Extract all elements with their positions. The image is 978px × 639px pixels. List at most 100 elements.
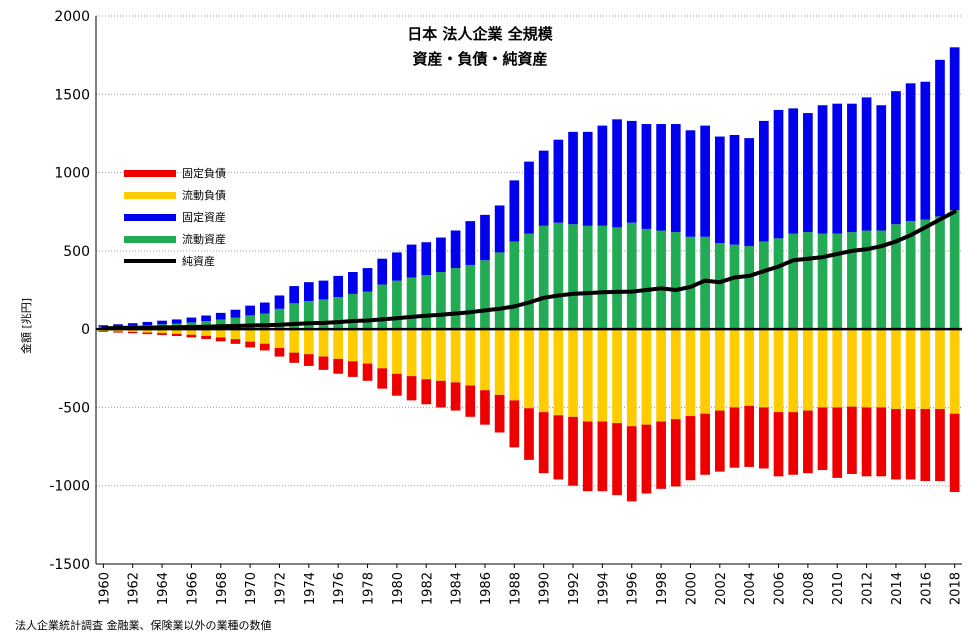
bar-current-liabilities <box>553 329 564 416</box>
bar-fixed-assets <box>348 271 358 294</box>
bar-current-liabilities <box>626 329 637 427</box>
y-tick-label: -1500 <box>49 557 90 573</box>
bar-fixed-assets <box>803 113 813 233</box>
bar-fixed-liabilities <box>465 385 476 417</box>
x-tick-label: 1978 <box>362 572 377 605</box>
bar-fixed-assets <box>847 103 857 233</box>
bar-current-assets <box>524 233 534 330</box>
legend-swatch-net-assets <box>124 259 176 263</box>
x-tick-label: 1972 <box>273 572 288 605</box>
bar-current-liabilities <box>333 329 344 359</box>
legend-label: 固定負債 <box>182 167 226 180</box>
x-tick-label: 2010 <box>831 572 846 605</box>
x-tick-label: 1986 <box>479 572 494 605</box>
bar-fixed-liabilities <box>582 421 593 492</box>
legend-label: 固定資産 <box>182 211 226 224</box>
bar-current-liabilities <box>494 329 505 395</box>
x-tick-label: 1992 <box>567 572 582 605</box>
bar-fixed-assets <box>392 252 402 281</box>
net-assets-line-layer <box>101 209 957 331</box>
bar-fixed-liabilities <box>714 410 725 472</box>
chart-subtitle: 資産・負債・純資産 <box>412 50 548 68</box>
x-tick-label: 1984 <box>450 572 465 605</box>
bar-fixed-liabilities <box>773 412 784 477</box>
legend-item-fixed-assets: 固定資産 <box>124 206 226 228</box>
legend-swatch-fixed-assets <box>124 213 176 221</box>
bar-fixed-assets <box>289 286 299 304</box>
bar-fixed-liabilities <box>817 407 828 471</box>
bar-fixed-liabilities <box>803 410 813 474</box>
bar-fixed-assets <box>377 258 388 285</box>
x-tick-label: 2014 <box>890 572 905 605</box>
bar-fixed-assets <box>832 103 843 234</box>
bar-fixed-liabilities <box>788 412 799 475</box>
bar-fixed-assets <box>127 323 138 326</box>
legend-swatch-current-liabilities <box>124 191 176 199</box>
x-tick-label: 2002 <box>714 572 729 605</box>
bar-current-assets <box>450 268 461 330</box>
bar-current-assets <box>656 230 666 330</box>
bar-current-liabilities <box>656 329 666 422</box>
bar-fixed-assets <box>685 130 696 237</box>
bar-fixed-liabilities <box>362 363 373 381</box>
y-tick-label: 1500 <box>54 87 90 103</box>
bar-current-liabilities <box>905 329 916 409</box>
y-tick-label: -1000 <box>49 479 90 495</box>
bar-fixed-liabilities <box>568 416 578 486</box>
bar-fixed-liabilities <box>626 426 637 502</box>
bar-current-assets <box>538 225 549 330</box>
bar-fixed-liabilities <box>847 406 857 474</box>
bar-fixed-assets <box>245 305 255 316</box>
x-tick-label: 2008 <box>802 572 817 605</box>
bar-fixed-assets <box>215 312 226 320</box>
bar-fixed-assets <box>230 309 241 318</box>
bar-fixed-liabilities <box>333 358 344 374</box>
bar-fixed-liabilities <box>259 343 270 351</box>
bar-current-assets <box>509 241 520 330</box>
bar-current-liabilities <box>245 329 255 342</box>
bar-current-liabilities <box>362 329 373 364</box>
bar-fixed-assets <box>157 320 167 325</box>
bar-current-liabilities <box>582 329 593 422</box>
bar-fixed-assets <box>626 120 637 223</box>
bar-current-assets <box>935 216 945 330</box>
x-tick-labels: 1960 1962 1964 1966 1968 1970 1972 1974 1976 1978… <box>97 564 964 605</box>
bar-fixed-liabilities <box>656 421 666 489</box>
bar-current-liabilities <box>538 329 549 413</box>
bar-current-assets <box>817 233 828 330</box>
bar-fixed-assets <box>568 131 578 225</box>
bar-current-assets <box>230 317 241 330</box>
bar-current-assets <box>714 243 725 330</box>
x-tick-label: 2012 <box>861 572 876 605</box>
bar-fixed-liabilities <box>215 337 226 342</box>
bar-current-assets <box>685 236 696 330</box>
bar-fixed-assets <box>553 139 564 223</box>
bar-current-assets <box>612 227 622 330</box>
bar-fixed-liabilities <box>744 405 755 467</box>
x-tick-label: 1994 <box>596 572 611 605</box>
bar-current-assets <box>891 224 901 330</box>
legend-label: 流動負債 <box>182 189 226 202</box>
bar-fixed-assets <box>113 324 123 327</box>
bar-current-assets <box>406 277 417 330</box>
bar-fixed-assets <box>597 125 608 226</box>
bar-current-liabilities <box>289 329 299 353</box>
bar-current-assets <box>641 228 652 330</box>
bar-current-assets <box>597 225 608 330</box>
bar-current-assets <box>847 232 857 330</box>
bar-fixed-liabilities <box>421 379 432 405</box>
bar-current-assets <box>465 264 476 330</box>
bar-fixed-liabilities <box>670 419 681 487</box>
bars <box>98 47 960 502</box>
bar-fixed-assets <box>700 125 710 237</box>
bar-fixed-assets <box>920 81 931 220</box>
bar-fixed-liabilities <box>406 376 417 401</box>
x-tick-label: 1962 <box>127 572 142 605</box>
bar-current-assets <box>832 233 843 330</box>
bar-current-liabilities <box>817 329 828 408</box>
bar-fixed-assets <box>538 150 549 226</box>
bar-fixed-assets <box>935 59 945 217</box>
x-tick-label: 1964 <box>156 572 171 605</box>
legend-item-net-assets: 純資産 <box>124 250 226 272</box>
net-assets-line <box>101 209 957 331</box>
